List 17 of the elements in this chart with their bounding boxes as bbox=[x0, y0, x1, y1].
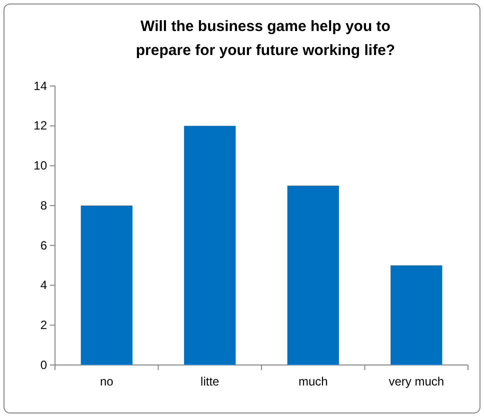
x-tick-label: much bbox=[298, 374, 328, 389]
y-tick-label: 12 bbox=[34, 118, 48, 133]
y-tick-label: 0 bbox=[40, 358, 48, 372]
bar bbox=[287, 186, 339, 365]
y-tick-label: 4 bbox=[40, 278, 48, 292]
x-tick-label: very much bbox=[388, 374, 444, 389]
bar bbox=[184, 126, 236, 365]
y-tick-label: 6 bbox=[40, 238, 48, 252]
y-tick-label: 10 bbox=[34, 158, 48, 173]
x-tick-label: litte bbox=[200, 374, 220, 389]
bar bbox=[390, 265, 442, 365]
chart-title: Will the business game help you to prepare for your future working life? bbox=[136, 18, 396, 59]
bar bbox=[80, 206, 132, 365]
x-tick-label: no bbox=[100, 374, 114, 389]
y-tick-label: 14 bbox=[34, 78, 48, 93]
y-tick-label: 8 bbox=[40, 198, 48, 212]
y-tick-label: 2 bbox=[40, 318, 48, 332]
